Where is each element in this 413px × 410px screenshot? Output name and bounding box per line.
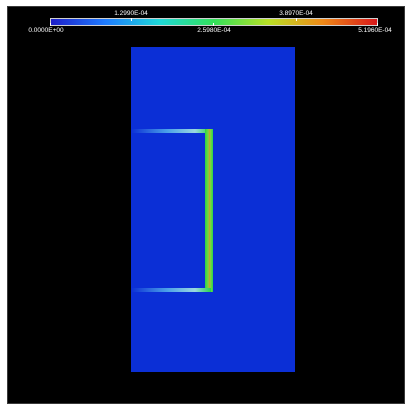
scale-tick-bottom-3 [377,23,378,26]
color-scale-bar [50,18,378,26]
vertical-boundary-band [205,129,213,292]
scale-tick-label-bottom-2: 2.5980E-04 [197,27,231,34]
scale-tick-label-bottom-1: 0.0000E+00 [28,27,64,34]
scale-tick-top-2 [296,18,297,21]
scale-tick-bottom-2 [213,23,214,26]
upper-boundary-streak [131,129,211,133]
render-viewport[interactable]: 1.2990E-04 3.8970E-04 0.0000E+00 2.5980E… [7,6,405,404]
scale-tick-label-top-2: 3.8970E-04 [279,10,313,17]
scale-tick-bottom-1 [50,23,51,26]
lower-boundary-streak [131,288,211,292]
scale-tick-top-1 [131,18,132,21]
scale-tick-label-bottom-3: 5.1960E-04 [358,27,392,34]
simulation-field [131,47,295,372]
color-scale-legend: 1.2990E-04 3.8970E-04 0.0000E+00 2.5980E… [8,7,404,37]
scale-tick-label-top-1: 1.2990E-04 [114,10,148,17]
